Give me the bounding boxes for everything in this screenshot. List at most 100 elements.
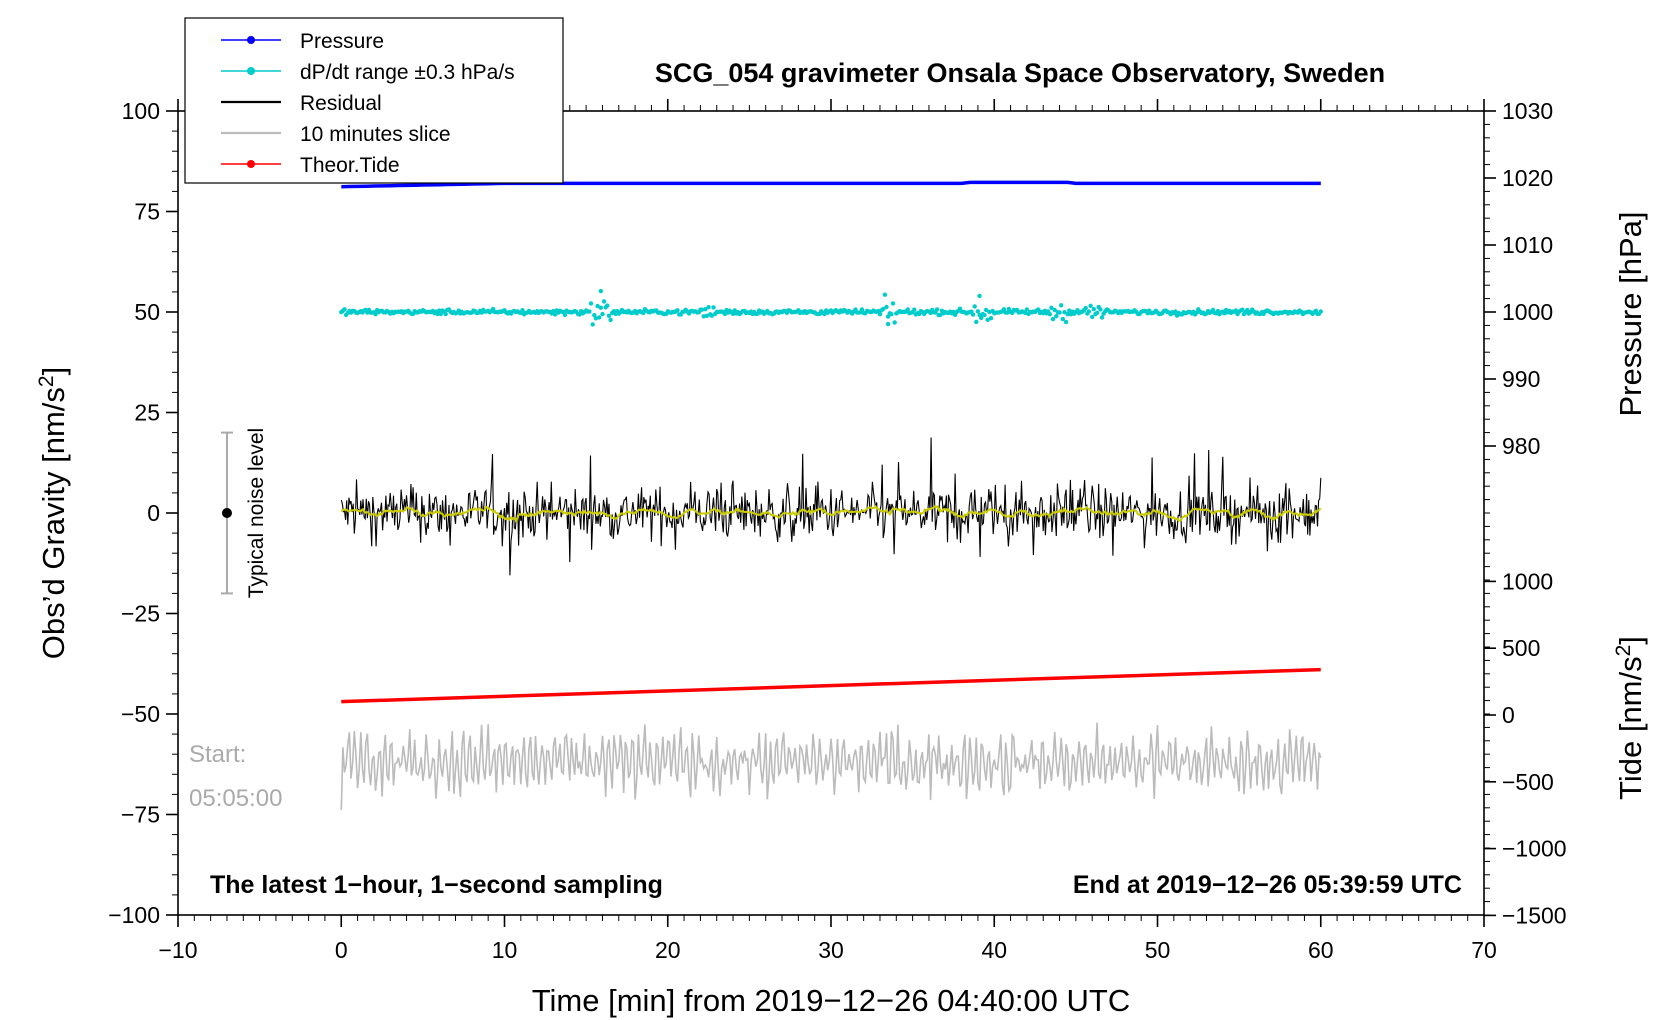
dpdt-point [1086, 309, 1092, 314]
tide-series [341, 667, 1321, 704]
dpdt-point [890, 301, 896, 306]
dpdt-point [373, 312, 378, 317]
chart-title: SCG_054 gravimeter Onsala Space Observat… [655, 58, 1385, 88]
y-tick-label: 50 [134, 299, 160, 325]
dpdt-point [1024, 307, 1030, 312]
pressure-tick-label: 1010 [1502, 232, 1553, 258]
dpdt-point [934, 307, 940, 312]
dpdt-point [1065, 312, 1070, 317]
dpdt-point [520, 308, 525, 313]
dpdt-point [982, 312, 987, 318]
x-tick-label: 20 [655, 937, 681, 963]
dpdt-point [1047, 312, 1053, 317]
dpdt-point [605, 303, 610, 308]
left-axis-title-sup: 2 [35, 375, 58, 387]
x-tick-label: 0 [335, 937, 348, 963]
pressure-tick-label: 980 [1502, 433, 1540, 459]
dpdt-point [882, 292, 888, 297]
dpdt-point [1240, 307, 1245, 312]
y-tick-label: 100 [122, 98, 160, 124]
y-tick-label: −100 [108, 902, 160, 928]
dpdt-point [587, 309, 592, 314]
dpdt-point [881, 306, 886, 312]
dpdt-point [1083, 305, 1088, 311]
dpdt-point [699, 307, 705, 312]
dpdt-point [1063, 319, 1069, 325]
tide-axis-title: Tide [nm/s2] [1612, 636, 1648, 800]
dpdt-point [1090, 314, 1095, 320]
dpdt-point [885, 321, 891, 327]
dpdt-point [704, 313, 710, 318]
tide-axis-title-sup: 2 [1612, 645, 1635, 657]
noise-level-label: Typical noise level [245, 428, 268, 598]
legend-entries: Pressure dP/dt range ±0.3 hPa/s Residual 10… [221, 30, 515, 177]
dpdt-point [974, 319, 979, 325]
y-tick-label: 0 [147, 500, 160, 526]
dpdt-point [1094, 310, 1100, 315]
dpdt-point [709, 313, 714, 318]
dpdt-point [1099, 315, 1105, 320]
y-tick-label: −75 [121, 802, 160, 828]
start-time: 05:05:00 [189, 785, 282, 812]
dpdt-point [892, 320, 897, 325]
dpdt-point [443, 311, 448, 317]
dpdt-point [600, 311, 605, 317]
tick-layer: −10 0 10 20 30 40 50 60 701007550250−25−50−75−10… [108, 98, 1566, 963]
tide-tick-label: −1000 [1502, 836, 1567, 862]
dpdt-point [905, 307, 910, 312]
dpdt-point [1052, 307, 1057, 313]
y-tick-label: 25 [134, 400, 160, 426]
dpdt-point [1062, 310, 1067, 315]
dpdt-point [703, 307, 708, 312]
series-layer [339, 180, 1324, 810]
dpdt-point [342, 307, 347, 312]
dpdt-point [1098, 307, 1103, 312]
y-tick-label: −25 [121, 601, 160, 627]
x-tick-label: 40 [981, 937, 1007, 963]
dpdt-point [1245, 307, 1250, 313]
legend: Pressure dP/dt range ±0.3 hPa/s Residual 10… [184, 17, 564, 184]
dpdt-point [593, 316, 599, 321]
dpdt-series [339, 288, 1324, 327]
y-tick-label: −50 [121, 701, 160, 727]
dpdt-point [598, 305, 603, 310]
tide-tick-label: 1000 [1502, 568, 1553, 594]
dpdt-point [435, 311, 440, 317]
noise-level-indicator: Typical noise level [220, 428, 268, 598]
dpdt-point [562, 312, 568, 318]
dpdt-point [912, 307, 917, 312]
dpdt-point [988, 316, 994, 321]
dpdt-point [859, 307, 865, 312]
pressure-tick-label: 990 [1502, 366, 1540, 392]
ten-minute-slice-series [340, 722, 1322, 810]
dpdt-point [885, 314, 891, 319]
dpdt-point [1057, 310, 1062, 315]
dpdt-point [438, 311, 443, 317]
dpdt-point [588, 301, 594, 306]
pressure-axis-title: Pressure [hPa] [1613, 211, 1648, 416]
x-tick-label: 10 [492, 937, 518, 963]
x-tick-label: 30 [818, 937, 844, 963]
dpdt-point [1318, 309, 1324, 314]
legend-label: Pressure [300, 30, 384, 53]
dpdt-point [1050, 316, 1056, 322]
dpdt-point [437, 308, 442, 313]
dpdt-point [1036, 307, 1041, 312]
end-time-note: End at 2019−12−26 05:39:59 UTC [1073, 871, 1462, 899]
dpdt-point [884, 304, 889, 310]
dpdt-point [977, 293, 982, 299]
residual-series [340, 437, 1322, 576]
x-tick-label: −10 [158, 937, 197, 963]
dpdt-point [597, 315, 602, 320]
pressure-tick-label: 1030 [1502, 98, 1553, 124]
dpdt-point [1060, 316, 1066, 322]
dpdt-point [1001, 307, 1007, 312]
dpdt-point [1088, 303, 1093, 308]
legend-swatch-dot [247, 160, 255, 168]
dpdt-point [979, 315, 984, 321]
pressure-tick-label: 1020 [1502, 165, 1553, 191]
dpdt-point [983, 307, 989, 313]
legend-swatch-dot [247, 67, 255, 75]
dpdt-point [985, 317, 990, 322]
